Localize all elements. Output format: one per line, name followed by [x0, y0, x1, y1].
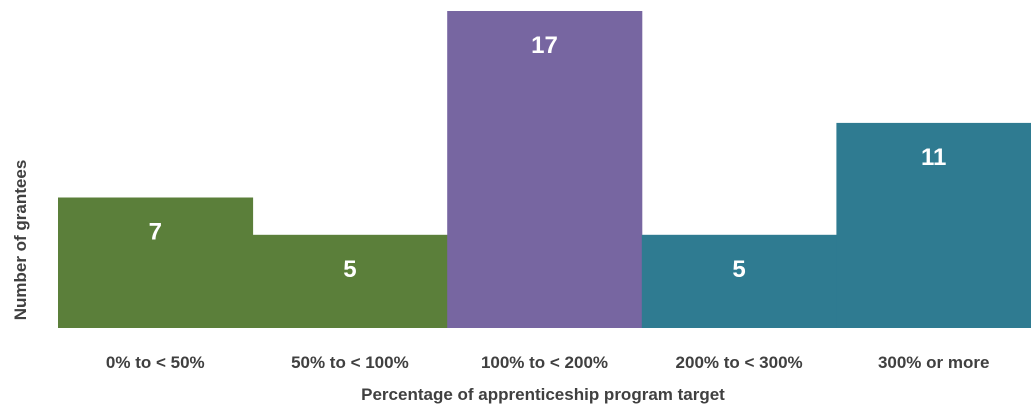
- bars-group: [58, 11, 1031, 329]
- data-label-4: 5: [732, 256, 745, 283]
- data-label-1: 7: [149, 219, 162, 246]
- y-axis-title: Number of grantees: [11, 160, 30, 321]
- bar-2: [252, 234, 448, 328]
- x-tick-label-1: 0% to < 50%: [106, 353, 205, 372]
- x-tick-label-3: 100% to < 200%: [481, 353, 608, 372]
- bar-3: [447, 11, 643, 328]
- bar-1: [58, 197, 254, 328]
- bar-4: [641, 234, 837, 328]
- data-label-5: 11: [921, 144, 946, 171]
- bar-5: [836, 122, 1031, 329]
- data-label-3: 17: [531, 32, 558, 59]
- data-labels-group: 7 5 17 5 11: [149, 32, 947, 283]
- x-axis-title: Percentage of apprenticeship program tar…: [361, 385, 725, 404]
- x-tick-label-5: 300% or more: [878, 353, 990, 372]
- x-tick-label-4: 200% to < 300%: [676, 353, 803, 372]
- data-label-2: 5: [343, 256, 356, 283]
- x-tick-labels-group: 0% to < 50% 50% to < 100% 100% to < 200% 20…: [106, 353, 990, 372]
- x-tick-label-2: 50% to < 100%: [291, 353, 409, 372]
